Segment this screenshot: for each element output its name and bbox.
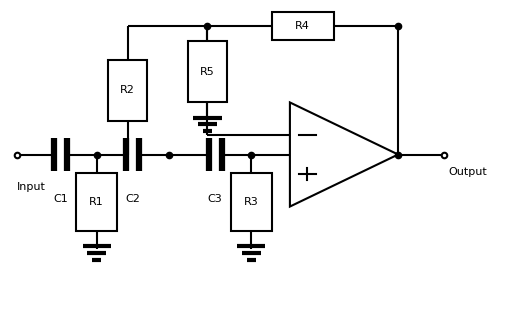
FancyBboxPatch shape [188,41,227,103]
Text: R1: R1 [89,197,104,207]
Text: Input: Input [17,182,46,192]
Text: R4: R4 [295,21,310,31]
Text: Output: Output [449,167,487,177]
Text: R5: R5 [200,67,215,77]
FancyBboxPatch shape [108,60,147,121]
FancyBboxPatch shape [272,12,334,40]
Text: C1: C1 [53,194,68,204]
Text: C3: C3 [208,194,223,204]
Text: R3: R3 [244,197,258,207]
FancyBboxPatch shape [76,173,117,231]
Text: R2: R2 [120,85,135,95]
Text: C2: C2 [125,194,140,204]
FancyBboxPatch shape [231,173,272,231]
